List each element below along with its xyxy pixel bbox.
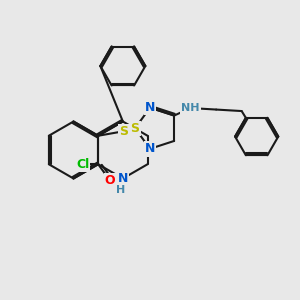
Text: N: N	[145, 101, 155, 114]
Text: S: S	[130, 122, 140, 135]
Text: S: S	[119, 125, 128, 138]
Text: N: N	[118, 172, 128, 185]
Text: Cl: Cl	[76, 158, 89, 171]
Text: O: O	[105, 174, 116, 187]
Text: N: N	[145, 142, 155, 155]
Text: NH: NH	[182, 103, 200, 113]
Text: H: H	[116, 185, 125, 195]
